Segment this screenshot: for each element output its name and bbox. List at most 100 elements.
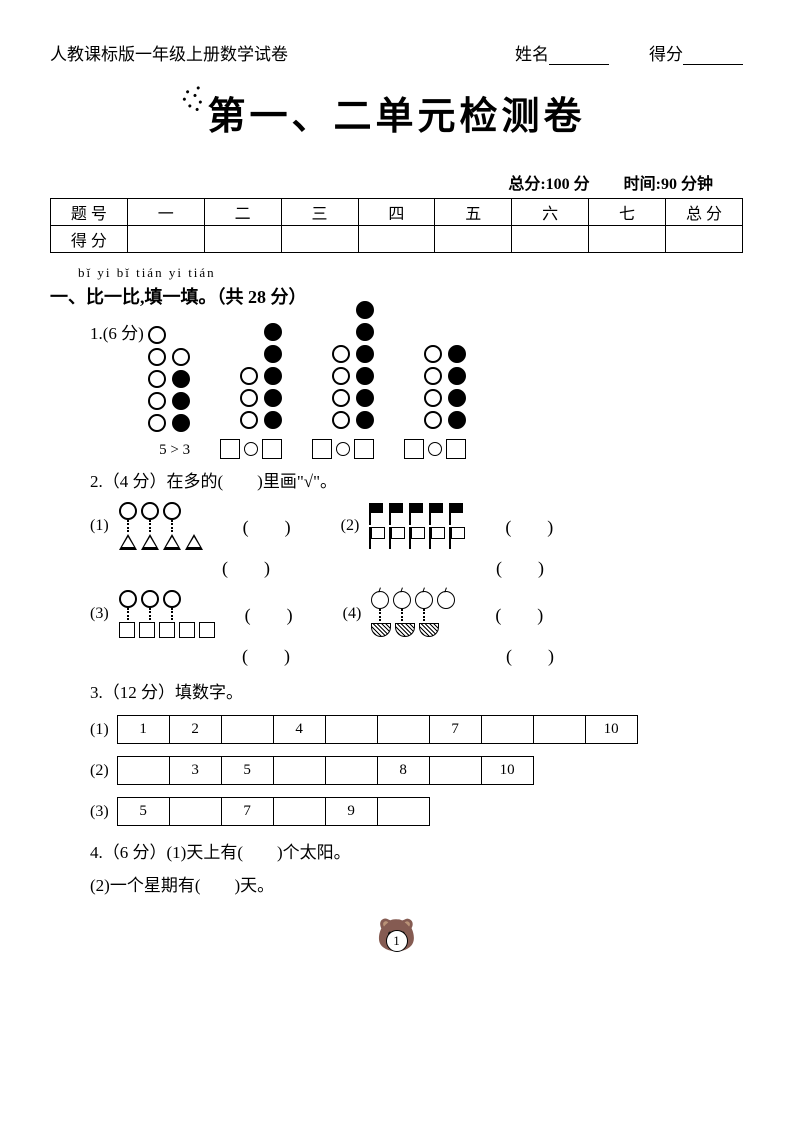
- number-cell: 7: [429, 716, 481, 744]
- circle-icon: [448, 411, 466, 429]
- q2-label: 2.（4 分）在多的( )里画"√"。: [90, 467, 743, 492]
- number-cell: 10: [585, 716, 637, 744]
- circle-icon: [172, 348, 190, 366]
- number-cell[interactable]: [325, 716, 377, 744]
- number-cell[interactable]: [117, 757, 169, 785]
- number-cell: 9: [325, 798, 377, 826]
- number-cell[interactable]: [169, 798, 221, 826]
- score-blank[interactable]: [683, 64, 743, 65]
- number-cell[interactable]: [377, 716, 429, 744]
- number-cell[interactable]: [221, 716, 273, 744]
- name-blank[interactable]: [549, 64, 609, 65]
- q2-3-ans-b[interactable]: ( ): [242, 642, 290, 668]
- circle-icon: [264, 323, 282, 341]
- score-header-row: 题 号 一 二 三 四 五 六 七 总 分: [51, 199, 743, 226]
- q1: 1.(6 分) 5 > 3: [90, 319, 743, 459]
- circle-icon: [148, 392, 166, 410]
- q1-caption: 5 > 3: [159, 442, 190, 459]
- circle-icon: [148, 326, 166, 344]
- circle-icon: [356, 323, 374, 341]
- q2-2-ans-a[interactable]: ( ): [505, 513, 553, 539]
- q3-row-num: (1): [90, 721, 109, 739]
- circle-icon: [448, 367, 466, 385]
- q2-body: (1) ( ) (2) ( ) ( ) ( ) (3) ( ) (4): [90, 502, 743, 668]
- q2-1-ans-b[interactable]: ( ): [222, 554, 270, 580]
- number-cell: 3: [169, 757, 221, 785]
- number-sequence: 5 7 9: [117, 797, 430, 826]
- q2-3: [119, 590, 215, 638]
- meta-line: 总分:100 分 时间:90 分钟: [50, 170, 743, 194]
- circle-icon: [332, 367, 350, 385]
- number-cell[interactable]: [429, 757, 481, 785]
- q1-pair: 5 > 3: [148, 326, 190, 459]
- circle-icon: [448, 345, 466, 363]
- circle-icon: [356, 389, 374, 407]
- q2-2-ans-b[interactable]: ( ): [496, 554, 544, 580]
- score-table: 题 号 一 二 三 四 五 六 七 总 分 得 分: [50, 198, 743, 253]
- page-title: 第一、二单元检测卷: [207, 85, 585, 140]
- name-field: 姓名: [515, 40, 609, 65]
- circle-icon: [148, 414, 166, 432]
- circle-icon: [148, 370, 166, 388]
- circle-icon: [264, 411, 282, 429]
- number-cell[interactable]: [273, 757, 325, 785]
- number-sequence: 35 8 10: [117, 756, 534, 785]
- q2-1-ans-a[interactable]: ( ): [243, 513, 291, 539]
- circle-icon: [356, 301, 374, 319]
- q2-1: [119, 502, 203, 550]
- compare-blank[interactable]: [312, 439, 374, 459]
- number-cell: 5: [117, 798, 169, 826]
- circle-icon: [332, 345, 350, 363]
- q1-pair: [404, 345, 466, 459]
- q3-row-num: (2): [90, 762, 109, 780]
- q2-3-num: (3): [90, 605, 109, 623]
- number-cell[interactable]: [481, 716, 533, 744]
- q2-3-ans-a[interactable]: ( ): [245, 601, 293, 627]
- score-field: 得分: [649, 40, 743, 65]
- page-footer: 🐻 1: [50, 916, 743, 954]
- compare-blank[interactable]: [404, 439, 466, 459]
- circle-icon: [240, 389, 258, 407]
- number-cell: 10: [481, 757, 533, 785]
- circle-icon: [356, 411, 374, 429]
- bear-icon: 🐻 1: [377, 916, 417, 954]
- number-cell[interactable]: [377, 798, 429, 826]
- page-number: 1: [386, 930, 408, 952]
- q2-2: [369, 503, 465, 549]
- circle-icon: [356, 345, 374, 363]
- number-cell[interactable]: [325, 757, 377, 785]
- circle-icon: [424, 367, 442, 385]
- title-block: ܁܂܁܂܁܂܁ 第一、二单元检测卷: [50, 85, 743, 140]
- circle-icon: [240, 411, 258, 429]
- circle-icon: [172, 392, 190, 410]
- circle-icon: [332, 389, 350, 407]
- circle-icon: [240, 367, 258, 385]
- time-limit: 时间:90 分钟: [624, 176, 713, 193]
- number-cell[interactable]: [273, 798, 325, 826]
- circle-icon: [172, 370, 190, 388]
- number-cell: 1: [117, 716, 169, 744]
- number-cell: 4: [273, 716, 325, 744]
- number-cell: 5: [221, 757, 273, 785]
- number-sequence: 124710: [117, 715, 638, 744]
- circle-icon: [264, 345, 282, 363]
- number-cell[interactable]: [533, 716, 585, 744]
- q2-2-num: (2): [341, 517, 360, 535]
- q2-4-ans-a[interactable]: ( ): [495, 601, 543, 627]
- circle-icon: [172, 414, 190, 432]
- number-cell: 8: [377, 757, 429, 785]
- q3-row-num: (3): [90, 803, 109, 821]
- circle-icon: [356, 367, 374, 385]
- q2-4-ans-b[interactable]: ( ): [506, 642, 554, 668]
- q1-pair: [220, 323, 282, 459]
- circle-icon: [424, 389, 442, 407]
- q1-label: 1.(6 分): [90, 319, 144, 344]
- doc-header: 人教课标版一年级上册数学试卷 姓名 得分: [50, 40, 743, 65]
- number-cell: 7: [221, 798, 273, 826]
- q4-1: 4.（6 分）(1)天上有( )个太阳。: [90, 838, 743, 863]
- q2-4: [371, 591, 455, 637]
- q1-pair: [312, 301, 374, 459]
- circle-icon: [424, 411, 442, 429]
- compare-blank[interactable]: [220, 439, 282, 459]
- q1-grid: 5 > 3: [148, 301, 466, 459]
